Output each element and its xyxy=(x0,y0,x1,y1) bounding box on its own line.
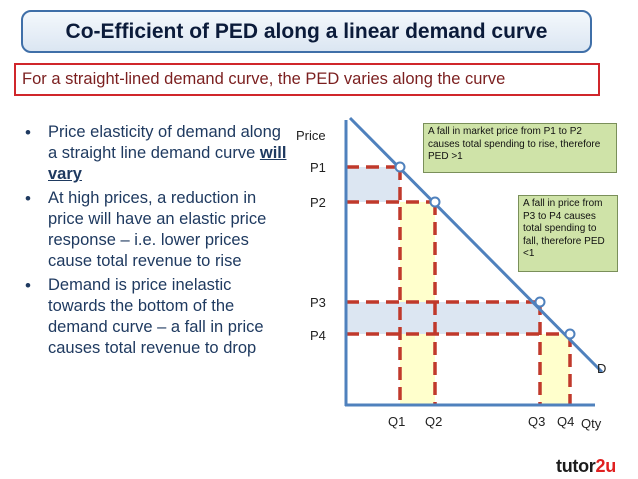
price-label-p2: P2 xyxy=(310,195,326,210)
subtitle-box: For a straight-lined demand curve, the P… xyxy=(14,63,600,96)
shade-gained-revenue-q3q4 xyxy=(540,334,570,405)
shade-lost-revenue-p1p2 xyxy=(346,167,400,202)
callout-inelastic: A fall in price from P3 to P4 causes tot… xyxy=(518,195,618,272)
logo-part2: 2u xyxy=(595,456,616,476)
slide-title-text: Co-Efficient of PED along a linear deman… xyxy=(65,19,548,43)
shade-lost-revenue-p3p4 xyxy=(346,302,540,334)
logo-part1: tutor xyxy=(556,456,596,476)
bullet-text: Demand is price inelastic towards the bo… xyxy=(48,276,264,357)
bullet-emphasis: will vary xyxy=(48,144,287,183)
price-label-p1: P1 xyxy=(310,160,326,175)
bullet-dot-icon: • xyxy=(25,276,31,295)
bullet-item: • Price elasticity of demand along a str… xyxy=(22,122,292,185)
y-axis-label: Price xyxy=(296,128,326,143)
tutor2u-logo: tutor2u xyxy=(556,456,616,477)
qty-label-q2: Q2 xyxy=(425,414,442,429)
qty-label-q1: Q1 xyxy=(388,414,405,429)
point-p1q1 xyxy=(394,161,406,173)
price-label-p3: P3 xyxy=(310,295,326,310)
bullet-text: Price elasticity of demand along a strai… xyxy=(48,123,281,162)
callout-elastic: A fall in market price from P1 to P2 cau… xyxy=(423,123,617,173)
point-p4q4 xyxy=(564,328,576,340)
bullet-item: • Demand is price inelastic towards the … xyxy=(22,275,292,359)
slide-title: Co-Efficient of PED along a linear deman… xyxy=(21,10,592,53)
callout-elastic-text: A fall in market price from P1 to P2 cau… xyxy=(428,126,601,162)
point-p2q2 xyxy=(429,196,441,208)
callout-inelastic-text: A fall in price from P3 to P4 causes tot… xyxy=(523,198,605,259)
bullet-dot-icon: • xyxy=(25,123,31,142)
demand-curve xyxy=(348,116,604,374)
bullet-text: At high prices, a reduction in price wil… xyxy=(48,189,267,270)
curve-label-d: D xyxy=(597,361,606,376)
bullet-item: • At high prices, a reduction in price w… xyxy=(22,188,292,272)
bullet-list: • Price elasticity of demand along a str… xyxy=(22,122,292,362)
price-label-p4: P4 xyxy=(310,328,326,343)
x-axis-label: Qty xyxy=(581,416,602,431)
qty-label-q4: Q4 xyxy=(557,414,574,429)
point-p3q3 xyxy=(534,296,546,308)
subtitle-text: For a straight-lined demand curve, the P… xyxy=(22,70,506,88)
qty-label-q3: Q3 xyxy=(528,414,545,429)
bullet-dot-icon: • xyxy=(25,189,31,208)
